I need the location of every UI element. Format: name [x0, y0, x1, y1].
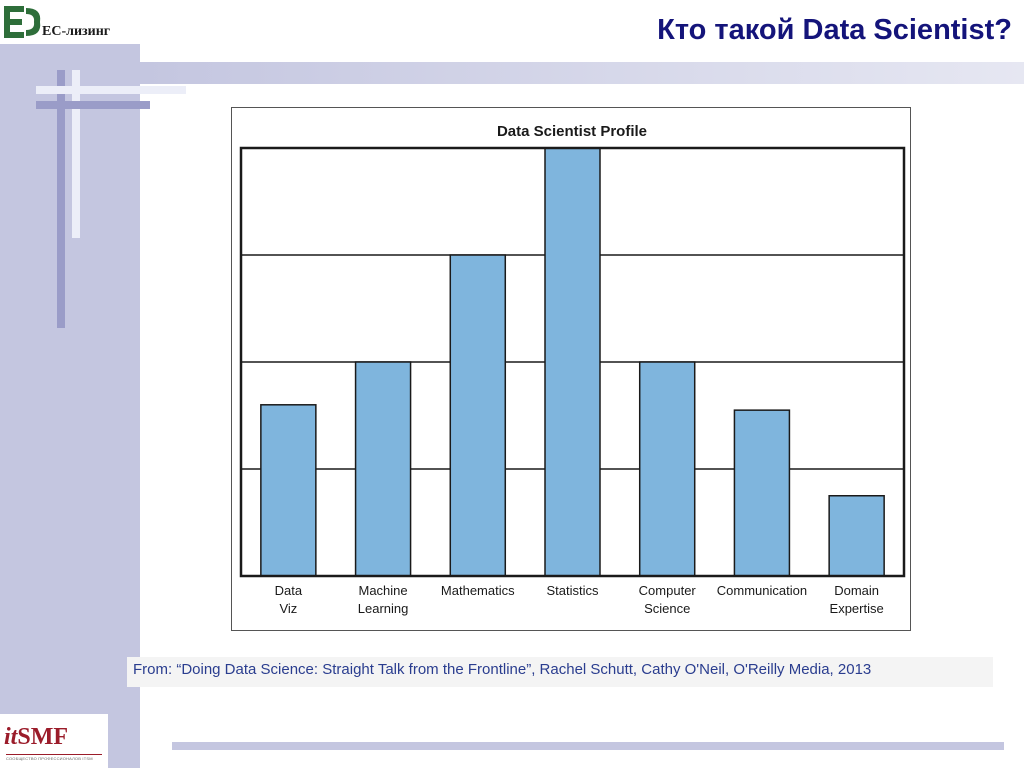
footer-divider-line: [172, 742, 1004, 750]
plot-area-border: [239, 146, 906, 578]
x-tick-label-line: Communication: [717, 583, 807, 598]
chart-title: Data Scientist Profile: [497, 123, 647, 140]
x-tick-label: Statistics: [546, 583, 599, 598]
chart-frame: Data Scientist Profile Data Viz Machine Lea…: [231, 107, 911, 631]
decorative-vertical-line: [72, 70, 80, 238]
bar-data-viz: [260, 404, 317, 577]
itsmf-logo-box: itSMF СООБЩЕСТВО ПРОФЕССИОНАЛОВ ITSM: [0, 714, 108, 768]
x-tick-label-line: Science: [644, 601, 690, 616]
bar-chart: Data Scientist Profile Data Viz Machine Lea…: [239, 123, 906, 616]
itsmf-logo: itSMF: [4, 724, 68, 751]
x-tick-label-line: Statistics: [546, 583, 599, 598]
x-tick-label: Communication: [717, 583, 807, 598]
x-tick-label-line: Mathematics: [441, 583, 515, 598]
bar-computer-science: [638, 361, 696, 577]
sidebar-band: [0, 0, 140, 768]
bar-mathematics: [449, 254, 507, 577]
company-logo-text: ЕС-лизинг: [42, 24, 111, 39]
chart-bars: [260, 147, 885, 577]
bar-communication: [733, 409, 791, 577]
decorative-horizontal-line: [36, 101, 150, 109]
page-title: Кто такой Data Scientist?: [657, 14, 1012, 46]
x-tick-label-line: Learning: [358, 601, 409, 616]
header-divider-band: [140, 62, 1024, 84]
x-tick-label: Machine Learning: [358, 583, 409, 616]
bar-domain-expertise: [828, 495, 885, 577]
decorative-vertical-line: [57, 70, 65, 328]
x-tick-label-line: Data: [275, 583, 303, 598]
decorative-horizontal-line: [36, 86, 186, 94]
x-tick-label-line: Viz: [279, 601, 297, 616]
x-tick-label: Domain Expertise: [830, 583, 884, 616]
x-tick-label: Mathematics: [441, 583, 515, 598]
x-tick-label-line: Expertise: [830, 601, 884, 616]
bar-statistics: [544, 147, 601, 577]
x-tick-label: Computer Science: [639, 583, 697, 616]
x-tick-label-line: Domain: [834, 583, 879, 598]
itsmf-logo-smf: SMF: [17, 724, 69, 750]
x-tick-label: Data Viz: [275, 583, 303, 616]
x-tick-label-line: Computer: [639, 583, 697, 598]
bar-machine-learning: [354, 361, 412, 577]
ec-leasing-logo-icon: [4, 6, 41, 38]
source-citation: From: “Doing Data Science: Straight Talk…: [127, 657, 993, 687]
chart-x-labels: Data Viz Machine Learning Mathematics Statist…: [275, 583, 884, 616]
x-tick-label-line: Machine: [359, 583, 408, 598]
itsmf-subtitle: СООБЩЕСТВО ПРОФЕССИОНАЛОВ ITSM: [6, 754, 102, 761]
company-logo: [2, 4, 140, 40]
itsmf-logo-it: it: [4, 724, 18, 750]
